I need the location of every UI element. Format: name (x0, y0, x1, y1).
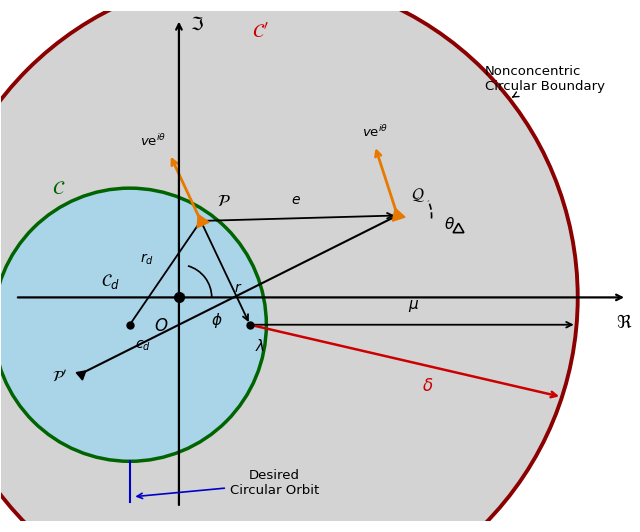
Text: $\Im$: $\Im$ (190, 16, 204, 34)
Text: $v\mathrm{e}^{i\theta}$: $v\mathrm{e}^{i\theta}$ (140, 132, 166, 148)
Text: $\mathcal{C}_d$: $\mathcal{C}_d$ (101, 271, 120, 290)
Text: Nonconcentric
Circular Boundary: Nonconcentric Circular Boundary (485, 65, 605, 97)
Text: $\theta$: $\theta$ (444, 215, 455, 231)
Text: $\mathcal{P}$: $\mathcal{P}$ (217, 192, 231, 210)
Text: $r_d$: $r_d$ (140, 252, 154, 268)
Text: $v\mathrm{e}^{i\theta}$: $v\mathrm{e}^{i\theta}$ (362, 124, 388, 140)
Text: $c_d$: $c_d$ (135, 338, 151, 353)
Text: $O$: $O$ (154, 317, 168, 335)
Circle shape (0, 0, 578, 532)
Text: $\mathcal{C}'$: $\mathcal{C}'$ (252, 21, 269, 41)
Text: $\lambda$: $\lambda$ (255, 338, 266, 354)
Text: $\mathcal{P}'$: $\mathcal{P}'$ (52, 368, 67, 385)
Text: Desired
Circular Orbit: Desired Circular Orbit (137, 470, 319, 498)
Text: $\mu$: $\mu$ (408, 298, 419, 314)
Text: $\Re$: $\Re$ (616, 314, 632, 332)
Text: $r$: $r$ (234, 281, 242, 295)
Text: $\mathcal{Q}$: $\mathcal{Q}$ (411, 187, 425, 204)
Text: $e$: $e$ (291, 193, 301, 207)
Text: $\mathcal{C}$: $\mathcal{C}$ (52, 179, 65, 198)
Text: $\phi$: $\phi$ (211, 311, 223, 330)
Text: $\delta$: $\delta$ (422, 377, 434, 395)
Circle shape (0, 188, 266, 461)
